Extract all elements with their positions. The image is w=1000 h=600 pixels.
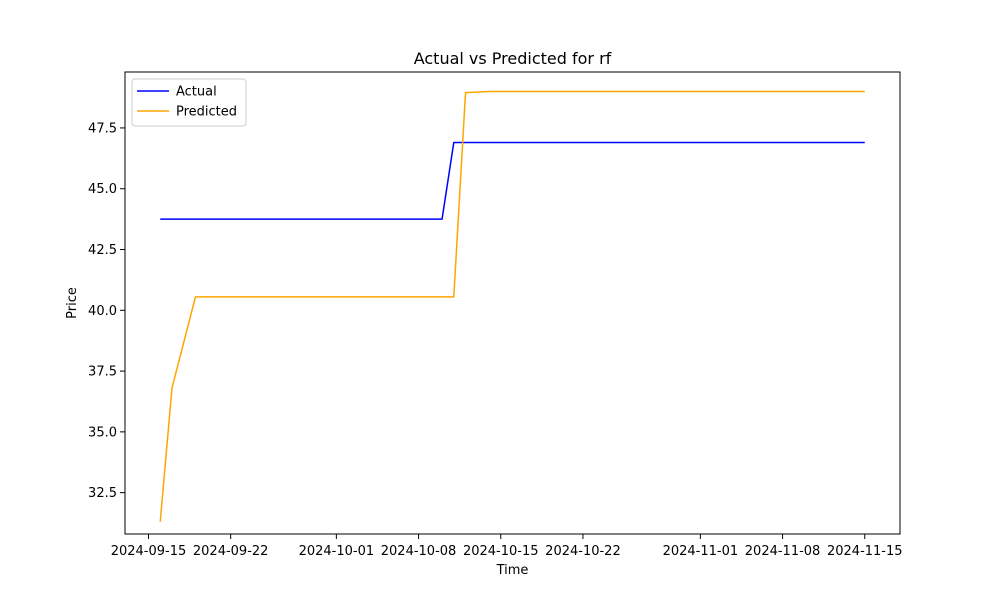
x-tick-label: 2024-11-01	[663, 544, 739, 559]
legend-label-predicted: Predicted	[176, 105, 237, 120]
y-tick-label: 40.0	[88, 304, 117, 319]
plot-area-frame	[124, 71, 901, 535]
x-tick-label: 2024-10-01	[299, 544, 375, 559]
y-axis-title: Price	[65, 287, 80, 319]
legend: Actual Predicted	[131, 78, 247, 127]
y-tick-label: 32.5	[88, 486, 117, 501]
x-tick-label: 2024-09-15	[111, 544, 187, 559]
y-axis: 32.5 35.0 37.5 40.0 42.5 45.0 47.5	[88, 121, 125, 501]
y-tick-label: 37.5	[88, 365, 117, 380]
series-line-actual	[160, 141, 865, 220]
y-tick-label: 47.5	[88, 121, 117, 136]
series-layer	[159, 90, 865, 522]
x-tick-label: 2024-11-08	[745, 544, 821, 559]
y-tick-label: 42.5	[88, 243, 117, 258]
series-line-predicted	[159, 90, 865, 522]
y-tick-label: 45.0	[88, 182, 117, 197]
x-axis: 2024-09-15 2024-09-22 2024-10-01 2024-10-08…	[111, 534, 903, 559]
x-tick-label: 2024-10-22	[545, 544, 621, 559]
x-tick-label: 2024-10-08	[381, 544, 457, 559]
chart-title: Actual vs Predicted for rf	[414, 49, 612, 68]
x-tick-label: 2024-11-15	[827, 544, 903, 559]
x-axis-title: Time	[496, 563, 529, 578]
y-tick-label: 35.0	[88, 425, 117, 440]
x-tick-label: 2024-10-15	[463, 544, 539, 559]
legend-label-actual: Actual	[176, 85, 217, 100]
x-tick-label: 2024-09-22	[193, 544, 269, 559]
